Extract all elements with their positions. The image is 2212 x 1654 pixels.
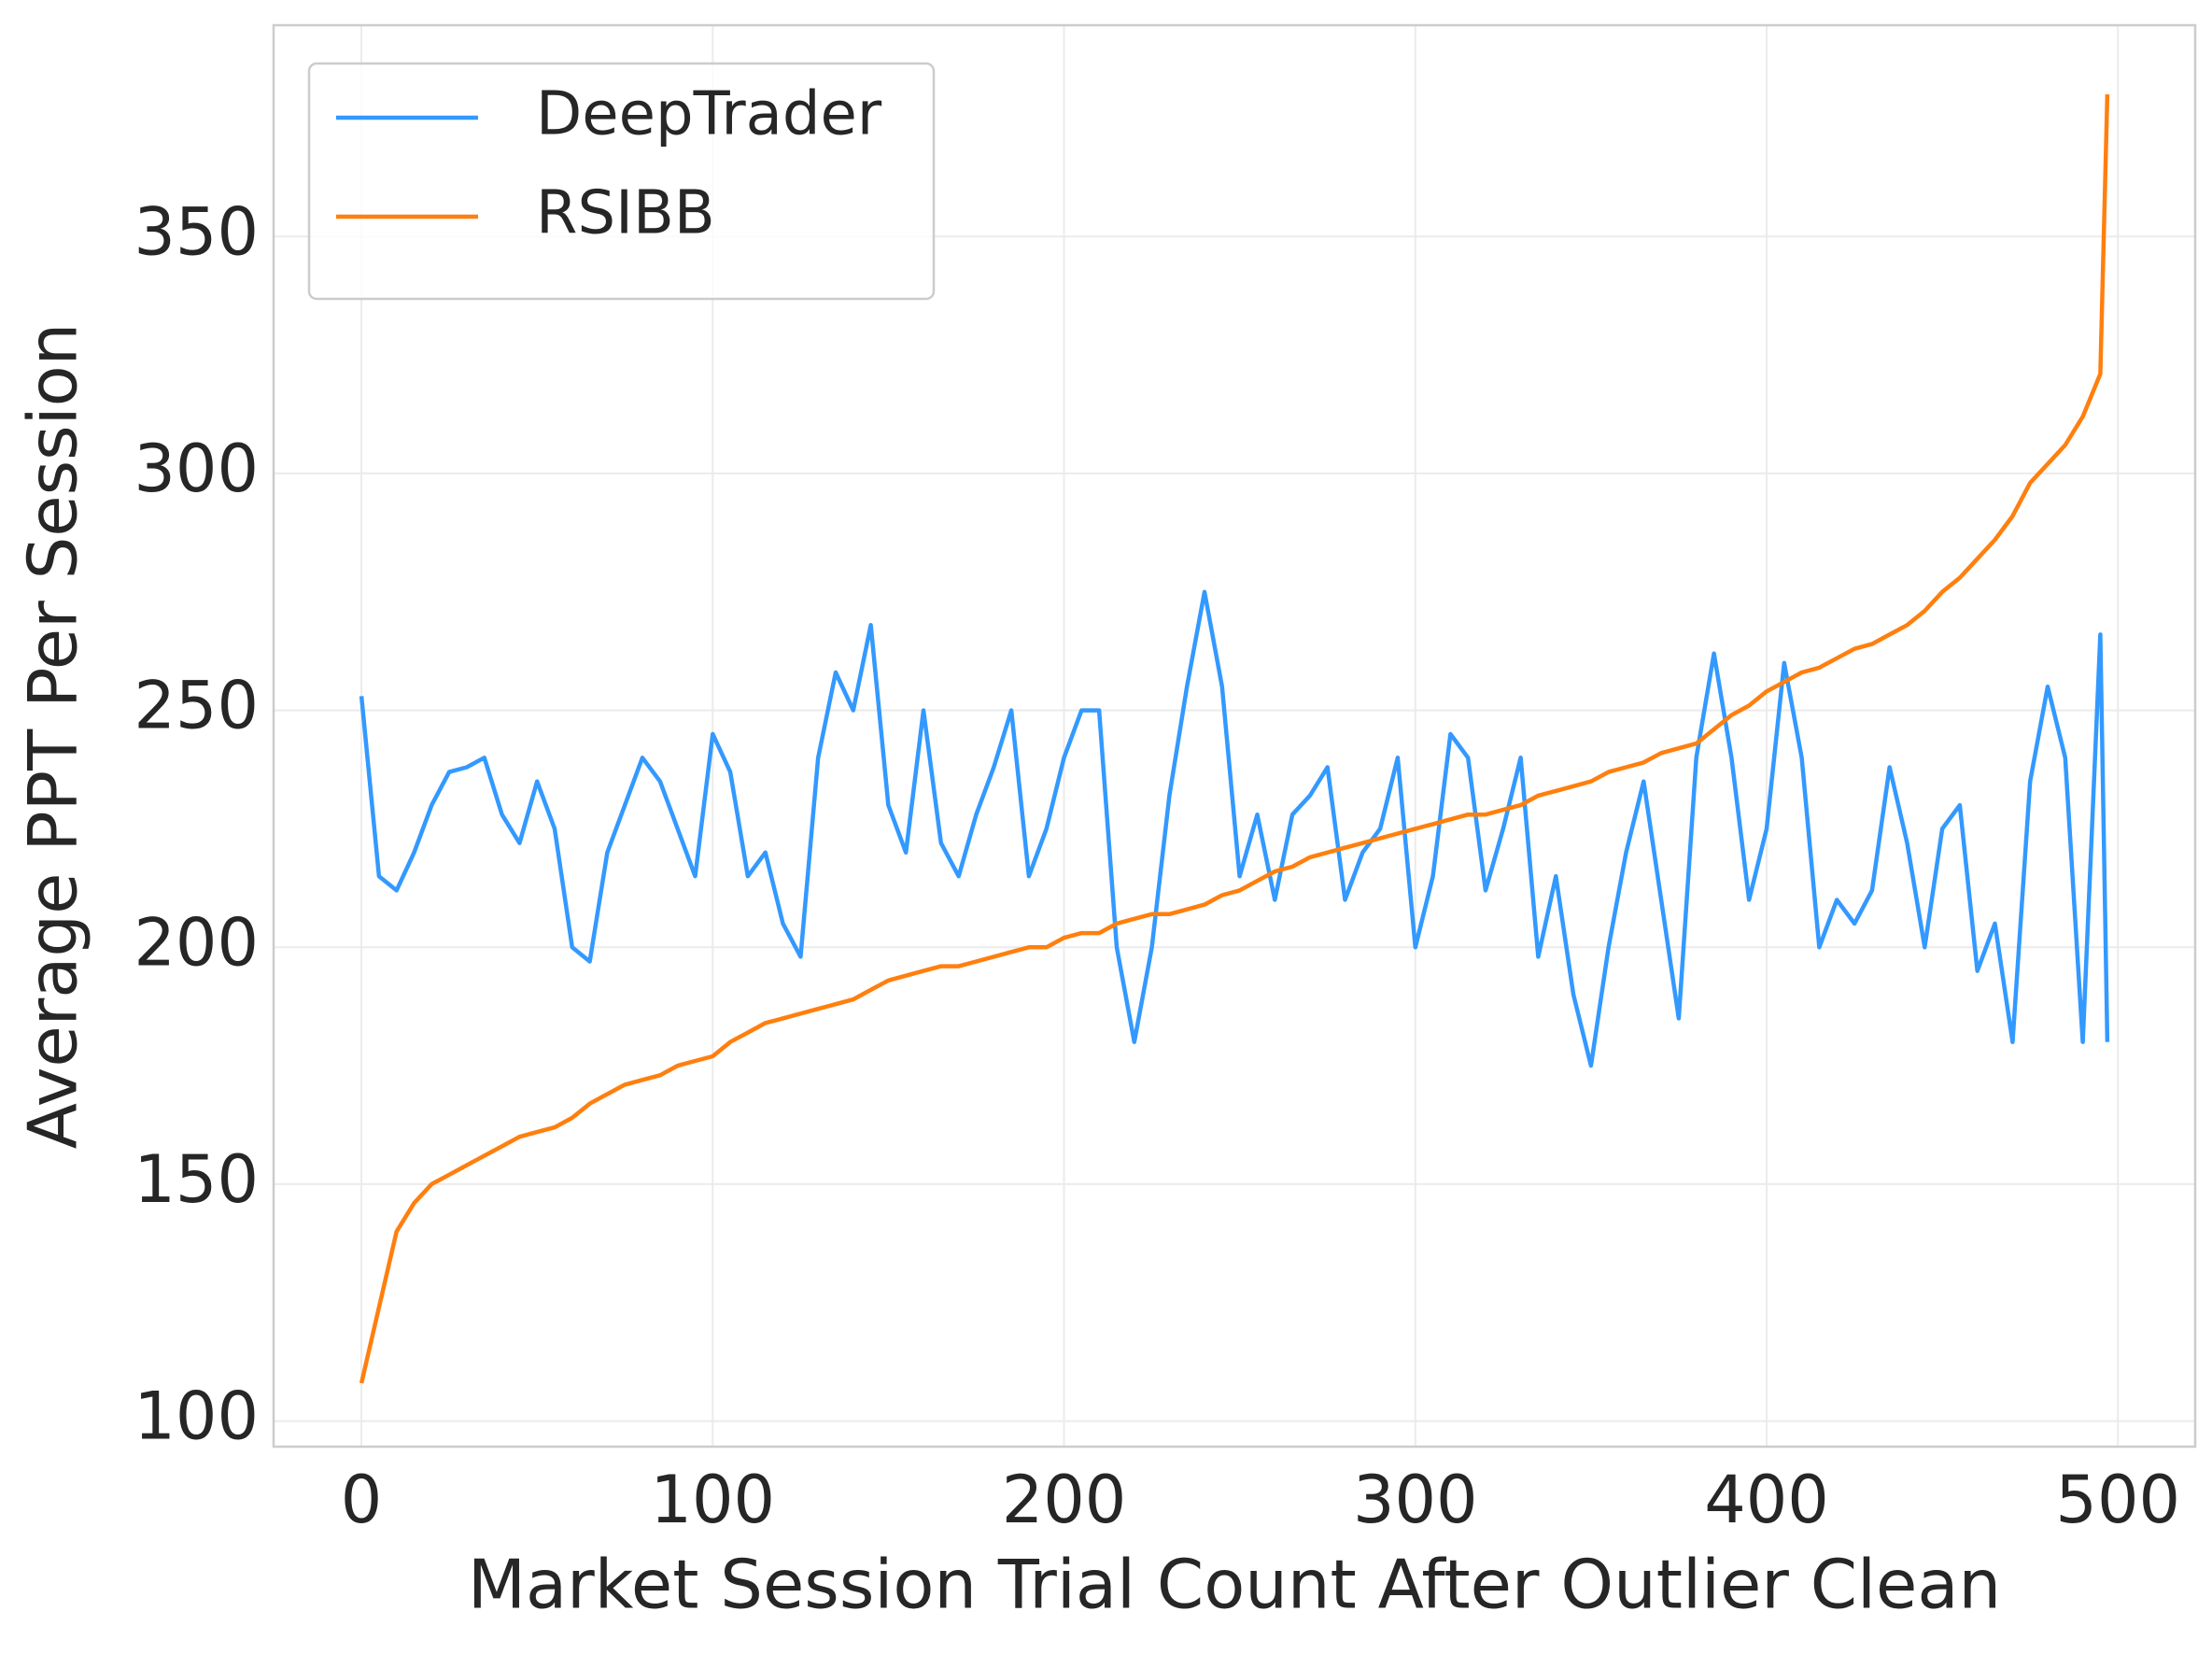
y-tick-label: 350 xyxy=(134,193,259,270)
series-line xyxy=(359,94,2110,1384)
y-axis-label: Average PPT Per Session xyxy=(14,323,92,1150)
y-tick-label: 250 xyxy=(134,668,259,744)
series-line xyxy=(359,589,2110,1068)
x-tick-label: 400 xyxy=(1704,1462,1829,1538)
legend-label: RSIBB xyxy=(536,179,715,248)
x-axis-label: Market Session Trial Count After Outlier… xyxy=(468,1546,2001,1624)
y-tick-label: 200 xyxy=(134,904,259,981)
plot-frame xyxy=(272,23,2197,1449)
x-tick-label: 200 xyxy=(1002,1462,1127,1538)
x-tick-label: 0 xyxy=(341,1462,383,1538)
x-tick-label: 300 xyxy=(1353,1462,1478,1538)
y-tick-label: 300 xyxy=(134,431,259,507)
y-tick-label: 150 xyxy=(134,1141,259,1218)
x-tick-label: 500 xyxy=(2055,1462,2180,1538)
x-tick-label: 100 xyxy=(650,1462,775,1538)
legend-box xyxy=(307,62,936,301)
legend-label: DeepTrader xyxy=(536,80,882,149)
y-tick-label: 100 xyxy=(134,1378,259,1455)
